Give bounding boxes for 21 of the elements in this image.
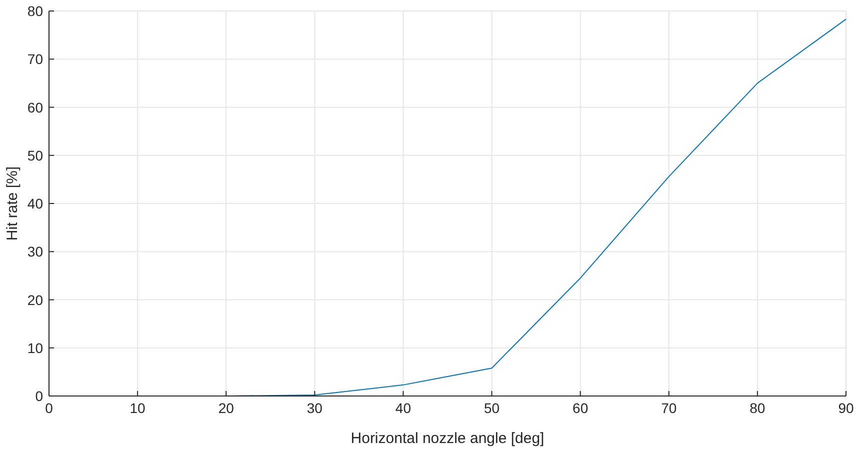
y-tick-label: 30 xyxy=(27,244,44,260)
x-tick-label: 10 xyxy=(130,400,146,416)
x-tick-label: 30 xyxy=(306,400,323,416)
y-axis-title: Hit rate [%] xyxy=(4,166,21,241)
x-tick-label: 0 xyxy=(45,400,54,416)
y-tick-label: 0 xyxy=(35,388,44,404)
y-tick-label: 20 xyxy=(27,292,44,308)
x-tick-label: 40 xyxy=(395,400,412,416)
x-tick-label: 20 xyxy=(218,400,234,416)
x-tick-label: 70 xyxy=(661,400,677,416)
y-tick-label: 80 xyxy=(27,3,44,19)
x-tick-label: 90 xyxy=(838,400,854,416)
x-tick-label: 80 xyxy=(750,400,766,416)
y-tick-label: 10 xyxy=(27,340,44,356)
y-tick-label: 50 xyxy=(27,147,44,164)
y-tick-label: 60 xyxy=(27,99,44,116)
x-tick-label: 50 xyxy=(484,400,500,416)
x-axis-title: Horizontal nozzle angle [deg] xyxy=(350,430,544,447)
x-tick-label: 60 xyxy=(572,400,588,416)
y-tick-label: 40 xyxy=(27,196,44,212)
y-tick-label: 70 xyxy=(27,51,44,68)
